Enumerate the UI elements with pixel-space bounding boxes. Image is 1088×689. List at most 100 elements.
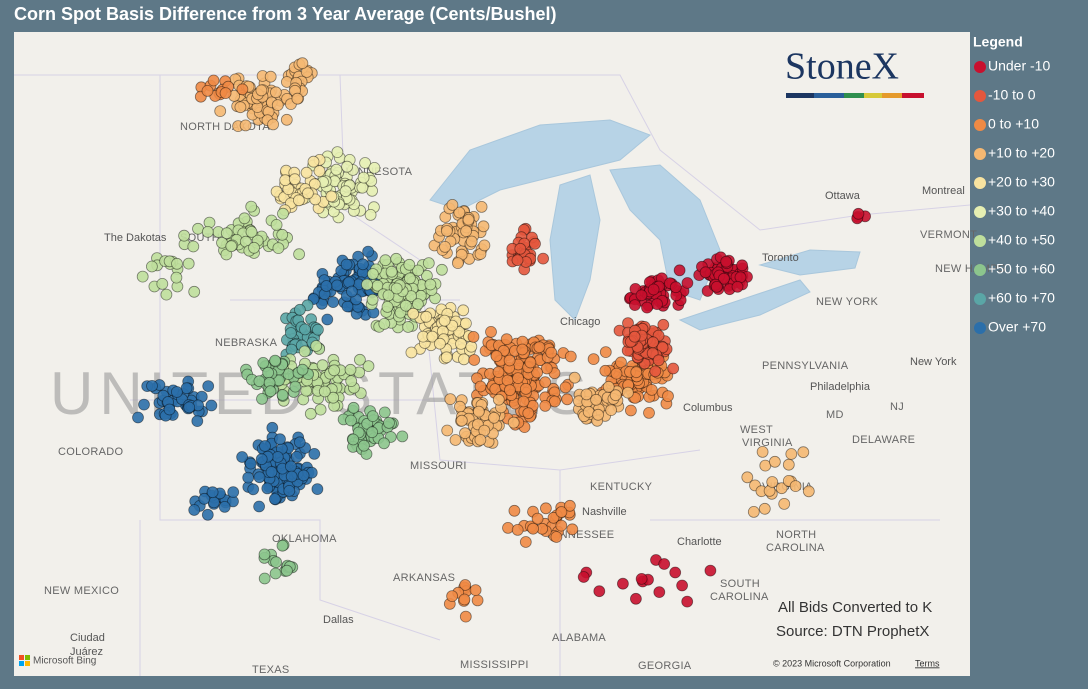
- bid-dot: [284, 327, 297, 339]
- bid-dot: [289, 380, 302, 393]
- bid-dot: [775, 482, 788, 495]
- bid-dot: [255, 453, 268, 466]
- bid-dot: [290, 450, 303, 463]
- bid-dot: [299, 323, 311, 336]
- title: Corn Spot Basis Difference from 3 Year A…: [14, 4, 557, 24]
- bid-dot: [602, 380, 615, 393]
- terms-link[interactable]: Terms: [915, 658, 940, 668]
- map-label: Juárez: [70, 646, 103, 658]
- legend-swatch: [974, 177, 986, 189]
- bid-dot: [202, 380, 215, 393]
- bid-dot: [444, 393, 457, 406]
- bid-dot: [325, 190, 338, 203]
- bid-dot: [547, 511, 560, 524]
- map-label: PENNSYLVANIA: [762, 360, 849, 372]
- bid-dot: [245, 225, 258, 238]
- bid-dot: [474, 380, 487, 393]
- bid-dot: [407, 307, 420, 320]
- bid-dot: [258, 572, 271, 585]
- legend-label: -10 to 0: [988, 87, 1036, 103]
- bid-dot: [385, 265, 398, 278]
- bid-dot: [207, 74, 220, 87]
- map-label: New York: [910, 356, 957, 368]
- bid-dot: [331, 146, 344, 159]
- bid-dot: [731, 280, 744, 293]
- bid-dot: [192, 222, 204, 235]
- bid-dot: [472, 405, 485, 418]
- legend-swatch: [974, 61, 986, 73]
- bid-dot: [778, 497, 791, 510]
- bid-dot: [364, 208, 377, 221]
- map-label: CAROLINA: [766, 542, 825, 554]
- legend-title: Legend: [973, 34, 1023, 50]
- bid-dot: [537, 252, 549, 265]
- bid-dot: [304, 407, 317, 420]
- bid-dot: [320, 280, 333, 292]
- bid-dot: [529, 237, 541, 250]
- bid-dot: [516, 343, 529, 356]
- bid-dot: [519, 536, 532, 548]
- bid-dot: [321, 313, 334, 326]
- legend-label: 0 to +10: [988, 116, 1039, 132]
- bid-dot: [446, 198, 459, 211]
- bid-dot: [507, 416, 520, 429]
- bid-dot: [720, 255, 733, 268]
- bid-dot: [340, 258, 353, 271]
- bid-dot: [188, 504, 201, 516]
- bid-dot: [269, 86, 282, 99]
- map-label: NEW MEXICO: [44, 585, 119, 597]
- bid-dot: [559, 381, 572, 394]
- legend-swatch: [974, 90, 986, 102]
- bid-dot: [610, 367, 623, 380]
- bid-dot: [132, 411, 144, 424]
- bid-dot: [163, 403, 176, 416]
- bid-dot: [718, 272, 730, 285]
- bid-dot: [651, 298, 663, 311]
- bid-dot: [247, 483, 260, 496]
- map-label: GEORGIA: [638, 660, 692, 672]
- bid-dot: [293, 303, 306, 316]
- bid-dot: [681, 277, 694, 289]
- bid-dot: [405, 290, 418, 303]
- bid-dot: [453, 206, 466, 219]
- bid-dot: [146, 379, 158, 392]
- bid-dot: [478, 239, 491, 252]
- bid-dot: [225, 240, 238, 253]
- logo: StoneX: [785, 46, 924, 98]
- annotation: Source: DTN ProphetX: [776, 623, 929, 640]
- bid-dot: [285, 343, 298, 356]
- bid-dot: [656, 341, 669, 354]
- map-label: Dallas: [323, 614, 354, 626]
- bid-dot: [465, 235, 478, 248]
- bid-dot: [267, 118, 280, 131]
- bid-dot: [645, 383, 658, 396]
- map-label: Columbus: [683, 402, 733, 414]
- bid-dot: [426, 330, 439, 343]
- bid-dot: [524, 356, 537, 369]
- bid-dot: [366, 293, 379, 306]
- bid-dot: [276, 539, 289, 552]
- bid-dot: [555, 506, 568, 518]
- bid-dot: [629, 299, 641, 312]
- bid-dot: [517, 395, 530, 408]
- bid-dot: [460, 225, 473, 238]
- bid-dot: [704, 564, 717, 577]
- bid-dot: [657, 318, 670, 331]
- bid-dot: [540, 362, 553, 375]
- bid-dot: [500, 333, 513, 346]
- bid-dot: [402, 321, 415, 333]
- bid-dot: [511, 254, 524, 267]
- bid-dot: [592, 408, 604, 421]
- bid-dot: [356, 181, 369, 194]
- map-label: Philadelphia: [810, 381, 871, 393]
- bid-dot: [214, 105, 227, 117]
- bid-dot: [617, 577, 629, 590]
- map-label: Ottawa: [825, 190, 861, 202]
- bid-dot: [439, 240, 451, 253]
- bid-dot: [548, 395, 561, 408]
- bid-dot: [234, 101, 247, 114]
- bid-dot: [244, 457, 257, 470]
- bid-dot: [635, 573, 648, 585]
- legend-label: +60 to +70: [988, 290, 1055, 306]
- bid-dot: [379, 254, 392, 267]
